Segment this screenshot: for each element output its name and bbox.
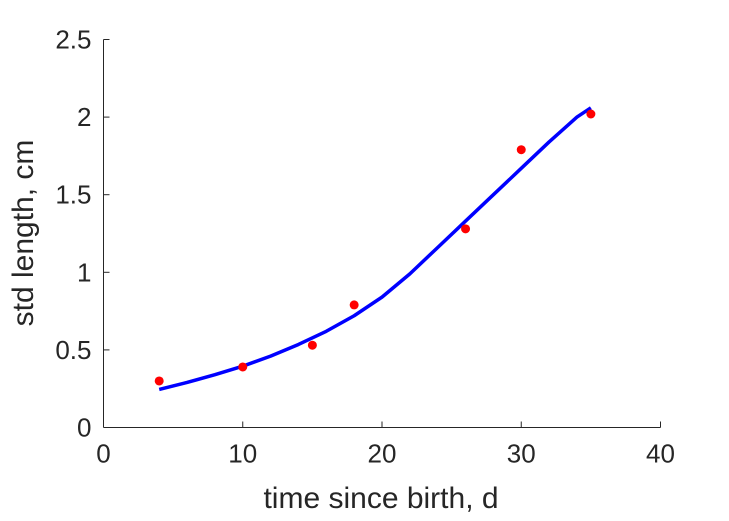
- axes: [103, 39, 661, 428]
- x-tick-label: 30: [507, 439, 536, 469]
- x-tick-label: 0: [96, 439, 110, 469]
- data-point: [154, 376, 164, 386]
- y-axis-label: std length, cm: [7, 140, 40, 327]
- y-tick-label: 1: [77, 257, 91, 287]
- y-tick-label: 0.5: [55, 335, 91, 365]
- data-point: [349, 300, 359, 310]
- x-tick-label: 20: [368, 439, 397, 469]
- fit-line: [158, 106, 592, 392]
- y-tick-label: 2: [77, 102, 91, 132]
- plot-area: [154, 106, 596, 392]
- data-point: [238, 362, 248, 372]
- data-point: [307, 340, 317, 350]
- y-tick-label: 0: [77, 413, 91, 443]
- data-point: [516, 145, 526, 155]
- x-tick-label: 40: [646, 439, 675, 469]
- y-tick-label: 1.5: [55, 180, 91, 210]
- data-point: [461, 224, 471, 234]
- x-axis-label: time since birth, d: [263, 482, 498, 515]
- data-point: [586, 109, 596, 119]
- y-tick-label: 2.5: [55, 25, 91, 55]
- ticks: 0 10 20 30 40 0 0.5 1 1.5 2 2.5: [55, 25, 675, 469]
- x-tick-label: 10: [228, 439, 257, 469]
